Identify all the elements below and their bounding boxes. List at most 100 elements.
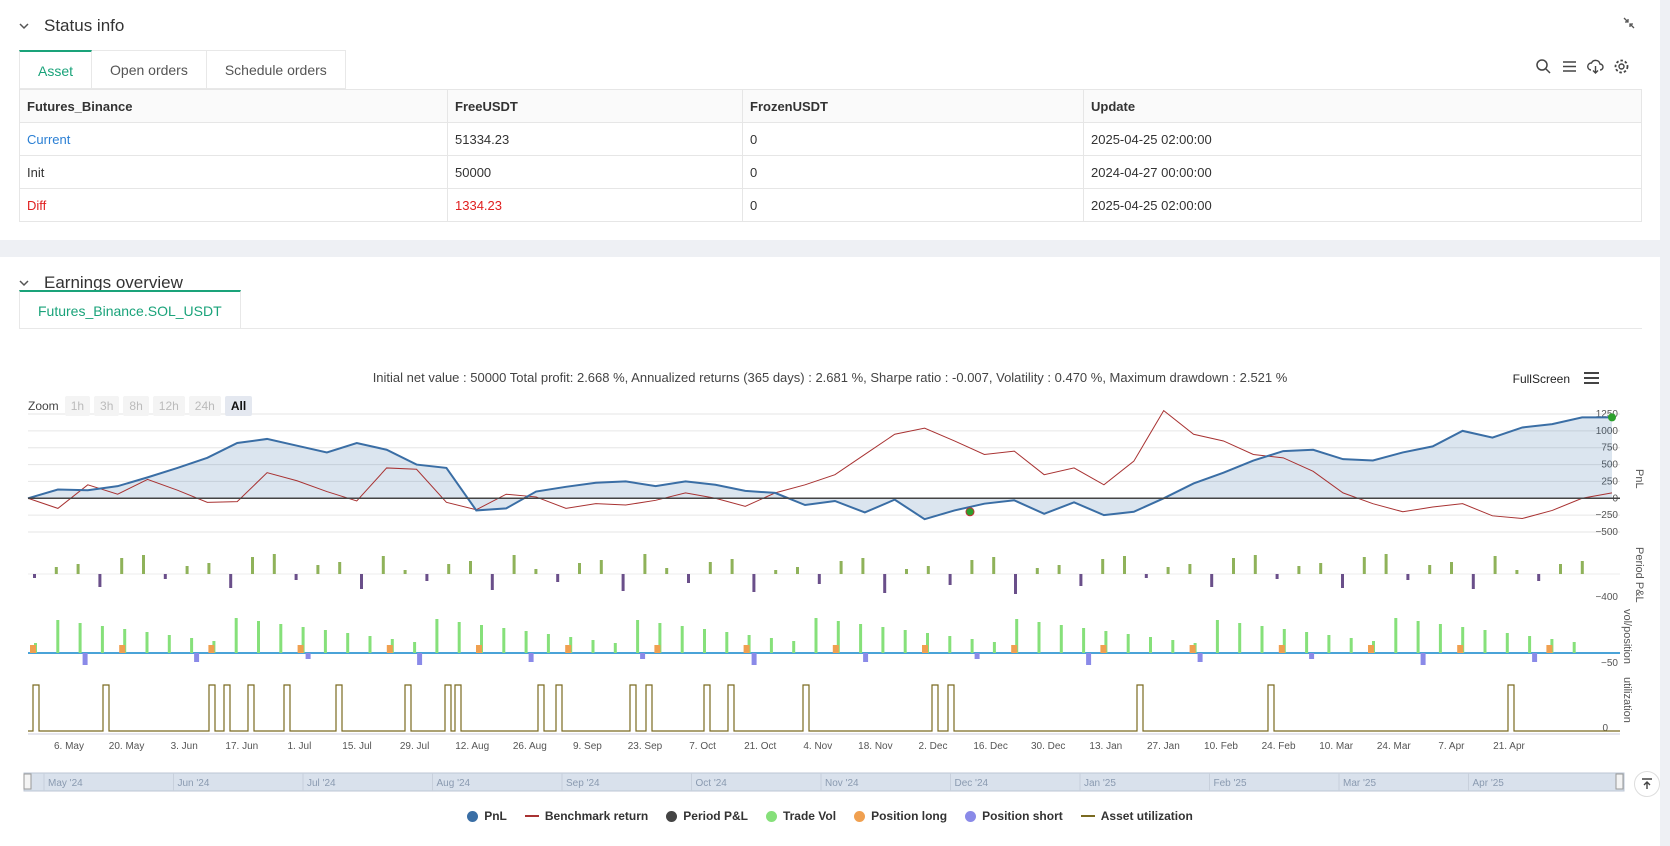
legend-label: Position short: [982, 809, 1063, 823]
position-short-bar: [640, 653, 646, 659]
zoom-label: Zoom: [28, 399, 59, 413]
period-pnl-bar: [1079, 574, 1083, 586]
zoom-all-button[interactable]: All: [224, 396, 253, 416]
trade-vol-bar: [123, 629, 127, 653]
table-row: Init 50000 0 2024-04-27 00:00:00: [19, 155, 1642, 189]
earnings-tabs: Futures_Binance.SOL_USDT: [19, 290, 1642, 329]
table-header-row: Futures_Binance FreeUSDT FrozenUSDT Upda…: [19, 89, 1642, 123]
period-pnl-bar: [469, 561, 472, 574]
performance-summary: Initial net value : 50000 Total profit: …: [372, 370, 1288, 385]
collapse-arrows-icon[interactable]: [1622, 16, 1636, 30]
position-long-bar: [1546, 645, 1553, 653]
period-pnl-bar: [229, 574, 233, 588]
legend-label: Position long: [871, 809, 948, 823]
list-icon[interactable]: [1561, 58, 1578, 75]
position-short-bar: [1420, 653, 1426, 665]
period-pnl-bar: [883, 574, 887, 593]
back-to-top-button[interactable]: [1634, 771, 1660, 797]
trade-vol-bar: [1416, 621, 1420, 653]
chevron-down-icon[interactable]: [18, 20, 30, 32]
legend-position-short[interactable]: Position short: [965, 809, 1063, 823]
fullscreen-button[interactable]: FullScreen: [1512, 372, 1570, 386]
legend-position-long[interactable]: Position long: [854, 809, 947, 823]
tab-open-orders[interactable]: Open orders: [92, 50, 207, 88]
trade-vol-bar: [1059, 625, 1063, 653]
trade-vol-bar: [948, 636, 952, 653]
earnings-header[interactable]: Earnings overview: [18, 273, 183, 293]
x-axis-tick: 7. Oct: [689, 741, 716, 752]
trade-vol-bar: [279, 624, 283, 653]
tab-schedule-orders[interactable]: Schedule orders: [206, 50, 346, 88]
period-pnl-bar: [1210, 574, 1214, 587]
period-pnl-bar: [1188, 564, 1192, 574]
period-pnl-bar: [599, 560, 603, 574]
x-axis-tick: 9. Sep: [573, 741, 602, 752]
zoom-24h-button[interactable]: 24h: [188, 396, 221, 416]
search-icon[interactable]: [1535, 58, 1552, 75]
pnl-axis-tick: 250: [1601, 476, 1618, 487]
asset-utilization-line: [28, 684, 1620, 732]
earnings-chart[interactable]: 1250 1000 750 500 250 0 −250 −500 PnL −400 Period …: [0, 257, 1660, 846]
chevron-down-icon[interactable]: [18, 277, 30, 289]
drawdown-marker: [965, 507, 975, 517]
period-pnl-bar: [1319, 563, 1323, 574]
zoom-1h-button[interactable]: 1h: [64, 396, 91, 416]
legend-asset-utilization[interactable]: Asset utilization: [1080, 809, 1193, 823]
trade-vol-bar: [1238, 623, 1242, 653]
x-axis-tick: 21. Apr: [1493, 741, 1525, 752]
navigator-handle-left: [23, 773, 32, 790]
trade-vol-bar: [658, 623, 662, 653]
trade-vol-bar: [100, 626, 104, 653]
period-pnl-bar: [752, 574, 756, 592]
asset-table: Futures_Binance FreeUSDT FrozenUSDT Upda…: [19, 89, 1642, 222]
navigator-handle-right: [1615, 773, 1624, 790]
trade-vol-bar: [1215, 620, 1219, 653]
x-axis-tick: 20. May: [109, 741, 145, 752]
trade-vol-bar: [480, 625, 483, 653]
period-pnl-bar: [926, 566, 930, 574]
position-long-bar: [1278, 645, 1285, 653]
position-short-bar: [528, 653, 534, 662]
status-tabs: Asset Open orders Schedule orders: [19, 50, 346, 89]
navigator-tick: Apr '25: [1473, 778, 1505, 789]
row-label-current[interactable]: Current: [19, 122, 448, 156]
pnl-axis-tick: −500: [1595, 527, 1618, 538]
zoom-3h-button[interactable]: 3h: [94, 396, 120, 416]
trade-vol-bar: [234, 618, 238, 653]
table-toolbar: [1535, 58, 1630, 75]
legend-benchmark-return[interactable]: Benchmark return: [524, 809, 648, 823]
trade-vol-bar: [1171, 640, 1175, 653]
cloud-download-icon[interactable]: [1587, 58, 1604, 75]
period-pnl-bar: [1166, 567, 1170, 574]
trade-vol-bar: [792, 641, 796, 653]
position-long-bar: [1011, 645, 1018, 653]
position-long-bar: [208, 645, 215, 653]
zoom-8h-button[interactable]: 8h: [123, 396, 149, 416]
position-long-bar: [565, 645, 572, 653]
period-pnl-bar: [1057, 565, 1061, 574]
x-axis-tick: 3. Jun: [171, 741, 198, 752]
x-axis-tick: 4. Nov: [803, 741, 832, 752]
cell-value: 51334.23: [447, 122, 743, 156]
tab-sol-usdt[interactable]: Futures_Binance.SOL_USDT: [19, 290, 241, 328]
position-long-bar: [922, 645, 928, 653]
period-pnl-bar: [294, 574, 298, 580]
hamburger-menu-icon[interactable]: [1583, 371, 1600, 385]
gear-icon[interactable]: [1613, 58, 1630, 75]
legend-pnl[interactable]: PnL: [467, 809, 507, 823]
position-long-bar: [476, 645, 482, 653]
status-info-header[interactable]: Status info: [18, 16, 124, 36]
period-pnl-bar: [534, 569, 538, 574]
trade-vol-bar: [1082, 628, 1086, 653]
legend-period-pnl[interactable]: Period P&L: [666, 809, 748, 823]
period-pnl-bar: [1362, 557, 1366, 574]
zoom-12h-button[interactable]: 12h: [152, 396, 185, 416]
period-pnl-bar: [33, 574, 36, 578]
tab-asset[interactable]: Asset: [19, 50, 93, 88]
trade-vol-bar: [346, 633, 350, 653]
period-pnl-bar: [120, 558, 124, 574]
pnl-axis-tick: 1000: [1596, 426, 1619, 437]
x-axis-tick: 26. Aug: [513, 741, 547, 752]
legend-trade-vol[interactable]: Trade Vol: [765, 809, 836, 823]
navigator-tick: Oct '24: [696, 778, 728, 789]
